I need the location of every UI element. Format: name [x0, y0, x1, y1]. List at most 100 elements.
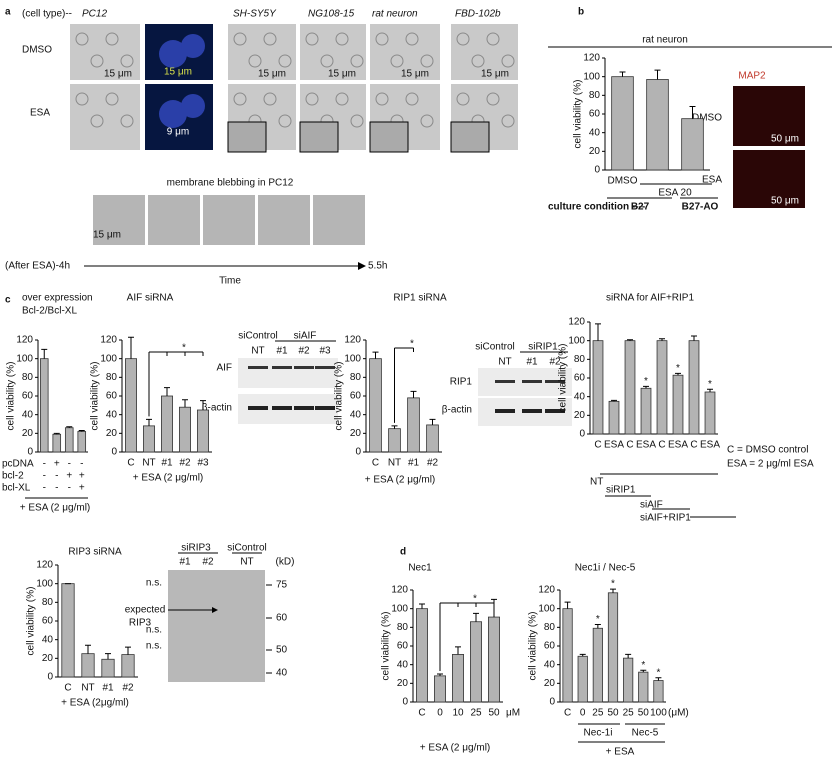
- label: ESA 20: [658, 188, 692, 199]
- label: 80: [350, 372, 362, 383]
- label: Nec1: [408, 563, 432, 574]
- label: 40: [106, 409, 118, 420]
- label: 25: [470, 708, 482, 719]
- blot: [238, 358, 338, 388]
- label: 0: [580, 708, 586, 719]
- label: 100: [36, 578, 53, 589]
- band: [248, 366, 268, 369]
- error-bar: [164, 387, 170, 396]
- arrow-head: [212, 607, 218, 613]
- label: C: [626, 440, 633, 451]
- label: C: [64, 683, 71, 694]
- cell: [90, 114, 104, 128]
- label: -: [68, 483, 71, 494]
- label: NT: [240, 557, 253, 568]
- bar: [52, 433, 62, 453]
- error-bar: [429, 418, 436, 425]
- error-bar: [410, 390, 417, 398]
- label: NT: [142, 458, 155, 469]
- label: 0: [402, 697, 408, 708]
- label: 0: [355, 447, 361, 458]
- label: *: [611, 579, 615, 590]
- cell: [375, 32, 389, 46]
- band: [272, 366, 292, 369]
- cell: [305, 32, 319, 46]
- error-bar: [659, 338, 665, 341]
- label: #2: [179, 458, 191, 469]
- error-bar: [611, 399, 617, 402]
- inset: [227, 121, 267, 153]
- label: 20: [350, 428, 362, 439]
- label: 100: [538, 603, 555, 614]
- error-bar: [595, 323, 601, 341]
- cell: [278, 114, 292, 128]
- cell: [335, 32, 349, 46]
- bar: [407, 397, 420, 453]
- label: b: [578, 7, 584, 18]
- band: [545, 380, 565, 383]
- cell: [501, 54, 515, 68]
- bar: [577, 655, 588, 703]
- label: 80: [42, 597, 54, 608]
- cell: [263, 92, 277, 106]
- label: 9 μm: [167, 127, 189, 138]
- cell: [486, 92, 500, 106]
- band: [248, 406, 268, 410]
- label: 120: [583, 53, 600, 64]
- nucleus: [181, 34, 205, 58]
- label: 100: [344, 353, 361, 364]
- label: 100: [16, 353, 33, 364]
- label: bcl-XL: [2, 483, 31, 494]
- error-bar: [437, 673, 443, 676]
- error-bar: [640, 669, 647, 673]
- label: (After ESA)-4h: [5, 261, 70, 272]
- label: C: [372, 458, 379, 469]
- error-bar: [675, 372, 681, 376]
- label: +: [79, 483, 85, 494]
- error-bar: [473, 612, 479, 622]
- label: 0: [594, 165, 600, 176]
- label: ESA: [668, 440, 688, 451]
- label: 20: [22, 428, 34, 439]
- map2-image: [733, 86, 805, 146]
- cell: [335, 92, 349, 106]
- nucleus: [181, 94, 205, 118]
- label: siControl: [475, 342, 514, 353]
- label: siRNA for AIF+RIP1: [606, 293, 695, 304]
- label: -: [43, 471, 46, 482]
- bar: [369, 358, 382, 453]
- label: 40: [589, 127, 601, 138]
- cell: [278, 54, 292, 68]
- cell: [120, 114, 134, 128]
- frame: [148, 195, 200, 245]
- label: 15 μm: [328, 69, 356, 80]
- label: siAIF: [294, 331, 317, 342]
- label: -: [55, 471, 58, 482]
- label: 40: [574, 391, 586, 402]
- label: cell viability (%): [381, 612, 392, 681]
- cell: [75, 32, 89, 46]
- label: B27: [631, 202, 650, 213]
- label: 5.5h: [368, 261, 387, 272]
- bar: [623, 657, 634, 703]
- label: + ESA (2 μg/ml): [133, 473, 204, 484]
- error-bar: [627, 339, 633, 341]
- label: PC12: [82, 9, 107, 20]
- cell: [263, 32, 277, 46]
- error-bar: [594, 624, 601, 629]
- bar: [452, 654, 464, 703]
- bar: [61, 583, 75, 678]
- cell: [456, 32, 470, 46]
- label: RIP3 siRNA: [68, 547, 122, 558]
- inset: [299, 121, 339, 153]
- cell: [405, 32, 419, 46]
- label: 15 μm: [401, 69, 429, 80]
- label: d: [400, 547, 406, 558]
- error-bar: [564, 601, 571, 609]
- error-bar: [182, 399, 188, 408]
- label: C: [658, 440, 665, 451]
- label: 100: [650, 708, 667, 719]
- label: #3: [319, 346, 331, 357]
- cell: [486, 32, 500, 46]
